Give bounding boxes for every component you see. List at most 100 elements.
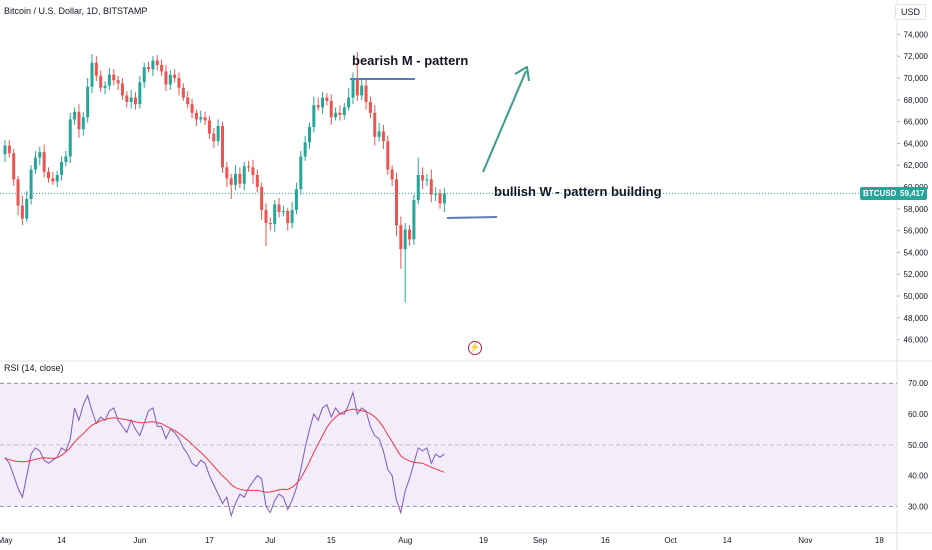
candle-body <box>203 117 207 121</box>
candle-body <box>199 117 203 120</box>
candle-body <box>399 225 403 250</box>
bullish-pattern-label: bullish W - pattern building <box>494 184 662 199</box>
price-tick-label: 54,000 <box>904 248 929 257</box>
price-tick-label: 48,000 <box>904 314 929 323</box>
time-tick-label: Jul <box>265 536 275 545</box>
candle-body <box>151 60 155 70</box>
rsi-tick-label: 70.00 <box>908 379 929 388</box>
price-tick-label: 46,000 <box>904 336 929 345</box>
price-tick-label: 74,000 <box>904 30 929 39</box>
candle-body <box>125 95 129 102</box>
rsi-tick-label: 30.00 <box>908 502 929 511</box>
rsi-title: RSI (14, close) <box>4 363 64 373</box>
candle-body <box>155 60 159 65</box>
candle-body <box>434 193 438 195</box>
candle-body <box>173 74 177 78</box>
rsi-tick-label: 40.00 <box>908 472 929 481</box>
price-tick-label: 70,000 <box>904 74 929 83</box>
candle-body <box>20 205 24 219</box>
candle-body <box>242 166 246 184</box>
candle-body <box>138 82 142 105</box>
candle-body <box>186 97 190 105</box>
candle-body <box>60 161 64 176</box>
candle-body <box>73 111 77 120</box>
candle-body <box>86 86 90 118</box>
candle-body <box>190 104 194 113</box>
candle-body <box>373 112 377 137</box>
candle-body <box>94 62 98 76</box>
candle-body <box>142 67 146 83</box>
candle-body <box>294 189 298 210</box>
price-tick-label: 64,000 <box>904 139 929 148</box>
price-tick-label: 58,000 <box>904 205 929 214</box>
price-tick-label: 50,000 <box>904 292 929 301</box>
target-arrow-head <box>514 66 530 82</box>
candle-body <box>129 97 133 102</box>
candle-body <box>33 157 37 170</box>
axes: 46,000 48,000 50,000 52,000 54,000 56,000 58,0… <box>0 30 929 545</box>
candle-body <box>338 112 342 116</box>
candle-body <box>412 200 416 240</box>
time-tick-label: Oct <box>664 536 677 545</box>
candle-body <box>355 77 359 96</box>
candle-body <box>103 85 107 88</box>
symbol-tag: BTCUSD <box>860 187 900 201</box>
candle-body <box>381 131 385 142</box>
candle-body <box>229 178 233 185</box>
candle-body <box>120 83 124 96</box>
time-tick-label: 15 <box>327 536 336 545</box>
candle-body <box>90 62 94 87</box>
candle-body <box>286 210 290 223</box>
candle-body <box>368 101 372 113</box>
candle-body <box>25 198 29 219</box>
candle-body <box>64 156 68 162</box>
candle-body <box>416 175 420 201</box>
candle-body <box>303 142 307 157</box>
time-tick-label: 14 <box>57 536 66 545</box>
price-tick-label: 62,000 <box>904 161 929 170</box>
bearish-pattern-label: bearish M - pattern <box>352 53 469 68</box>
time-tick-label: 17 <box>205 536 214 545</box>
time-tick-label: Sep <box>533 536 548 545</box>
candle-body <box>47 171 50 179</box>
candle-body <box>81 117 85 130</box>
bullish-neckline <box>446 216 498 219</box>
candle-body <box>386 141 390 170</box>
candle-body <box>299 156 303 190</box>
candle-body <box>3 145 7 155</box>
candle-body <box>225 167 229 179</box>
candle-body <box>16 179 20 206</box>
candle-body <box>168 74 172 85</box>
candle-body <box>390 169 394 180</box>
candlestick-series <box>0 51 897 303</box>
time-tick-label: 18 <box>875 536 884 545</box>
candle-body <box>377 131 381 137</box>
candle-body <box>312 105 316 128</box>
price-tick-label: 56,000 <box>904 227 929 236</box>
candle-body <box>408 229 412 240</box>
candle-body <box>177 77 181 88</box>
candle-body <box>403 229 407 250</box>
time-tick-label: 19 <box>479 536 488 545</box>
candle-body <box>351 77 355 98</box>
lightning-icon[interactable]: ⚡ <box>468 341 482 355</box>
price-tick-label: 72,000 <box>904 52 929 61</box>
candle-body <box>442 193 446 204</box>
currency-label[interactable]: USD <box>894 4 926 20</box>
candle-body <box>260 187 264 210</box>
candle-body <box>273 204 277 225</box>
rsi-line <box>4 390 445 518</box>
chart-title: Bitcoin / U.S. Dollar, 1D, BITSTAMP <box>4 6 148 16</box>
candle-body <box>268 222 272 225</box>
candle-body <box>147 67 151 70</box>
candle-body <box>107 74 111 86</box>
candle-body <box>238 173 242 184</box>
last-price-tag: 59,417 <box>897 187 928 201</box>
candle-body <box>277 204 281 213</box>
time-tick-label: Aug <box>398 536 412 545</box>
time-tick-label: Nov <box>798 536 812 545</box>
time-tick-label: 16 <box>601 536 610 545</box>
candle-body <box>221 125 224 168</box>
candle-body <box>29 169 33 199</box>
